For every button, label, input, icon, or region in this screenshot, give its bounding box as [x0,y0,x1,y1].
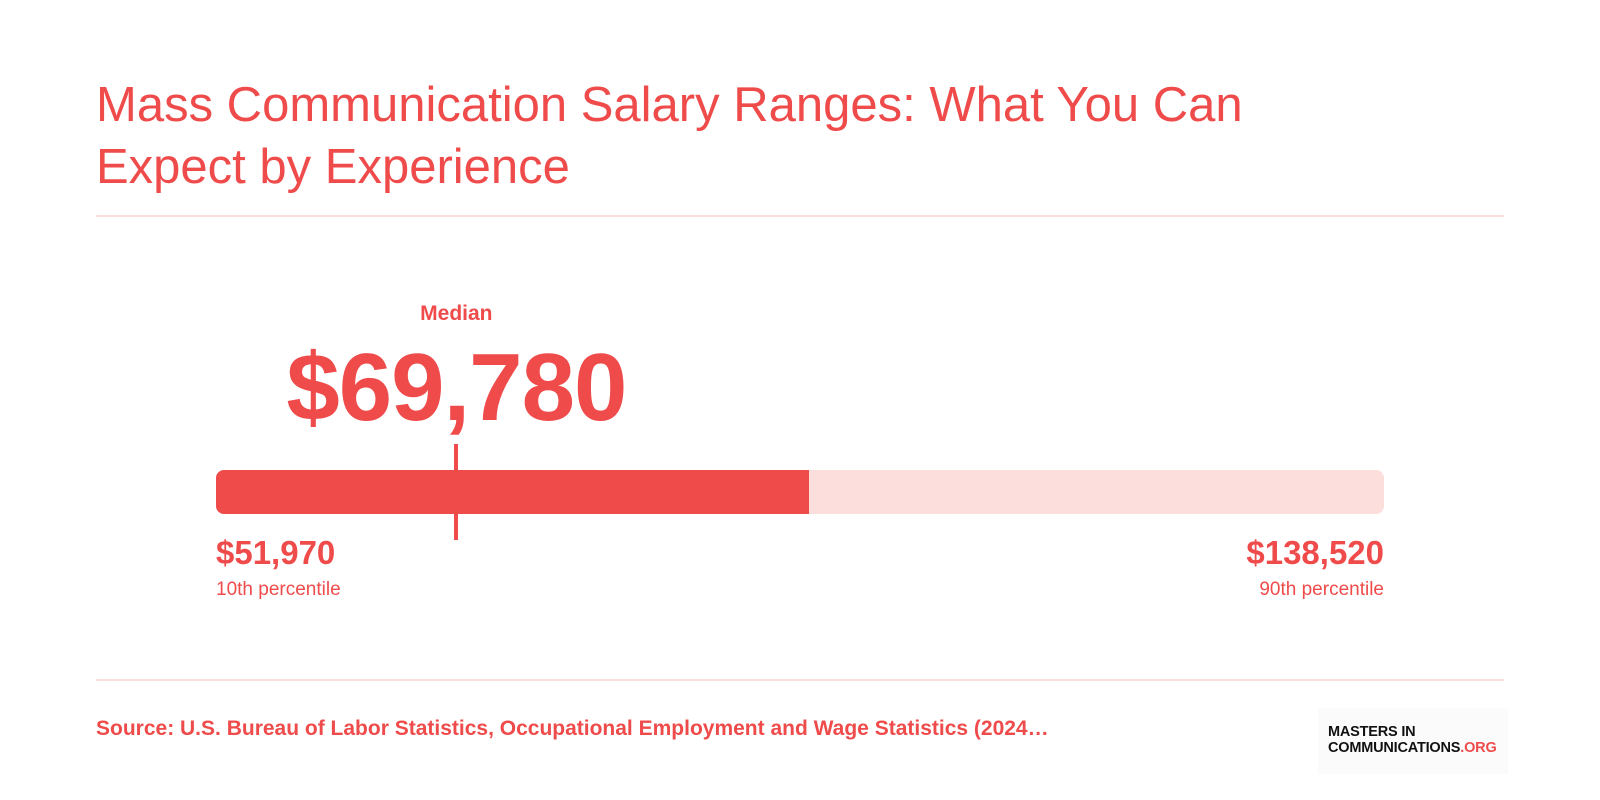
min-salary-value: $51,970 [216,534,336,571]
median-label: Median [420,302,493,325]
max-salary-value: $138,520 [1246,534,1384,571]
logo-word: COMMUNICATIONS [1328,740,1461,756]
logo-line-2: COMMUNICATIONS.ORG [1328,740,1497,756]
salary-range-fill [216,470,810,514]
median-marker [454,444,459,540]
site-logo[interactable]: MASTERS IN COMMUNICATIONS.ORG [1318,708,1508,774]
logo-line-1: MASTERS IN [1328,724,1416,740]
max-percentile-label: 90th percentile [1259,579,1384,600]
chart-title: Mass Communication Salary Ranges: What Y… [96,78,1243,194]
source-note: Source: U.S. Bureau of Labor Statistics,… [96,717,1049,740]
bottom-divider [96,679,1504,681]
median-value: $69,780 [286,334,627,441]
logo-domain: .ORG [1460,740,1497,756]
min-percentile-label: 10th percentile [216,579,341,600]
salary-range-track [216,470,1384,514]
top-divider [96,215,1504,217]
